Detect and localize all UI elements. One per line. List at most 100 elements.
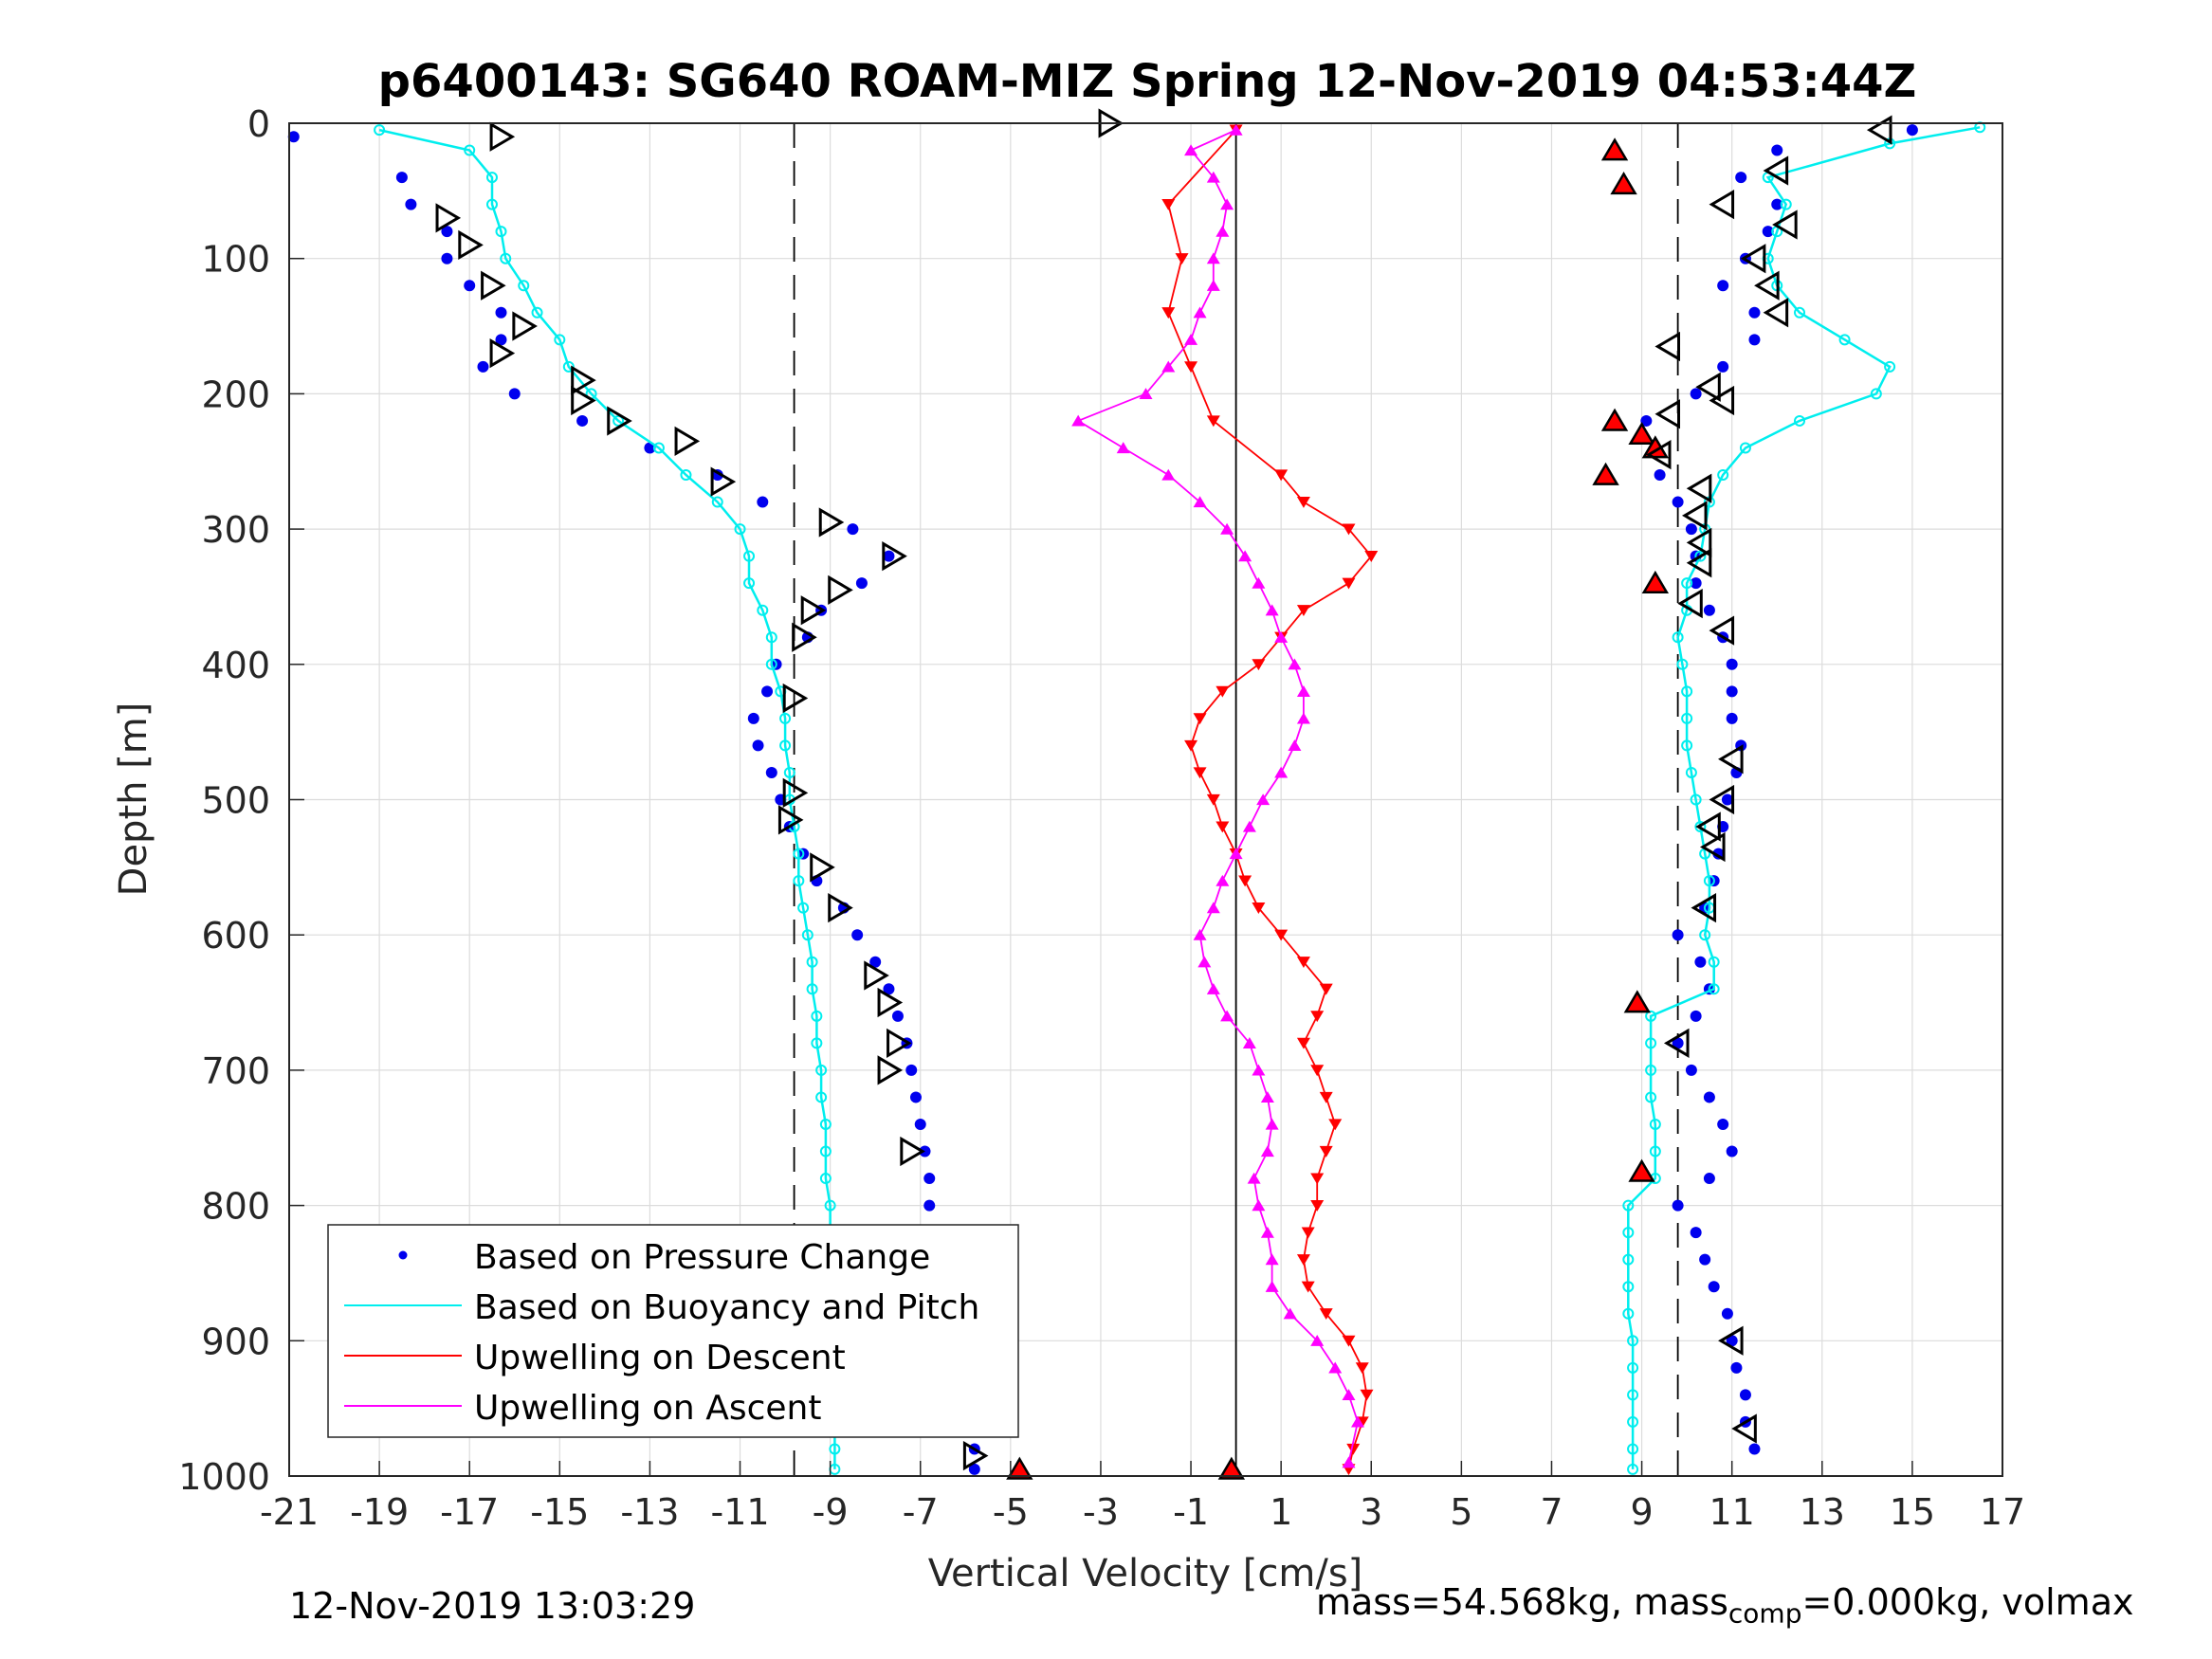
open-triangle-marker bbox=[864, 960, 889, 991]
upwelling-ascent-marker bbox=[1206, 982, 1220, 994]
y-tick-label: 200 bbox=[201, 374, 270, 415]
upwelling-ascent-marker bbox=[1242, 820, 1256, 832]
y-tick-label: 300 bbox=[201, 509, 270, 551]
pressure-change-point bbox=[1762, 226, 1774, 238]
upwelling-descent-marker bbox=[1161, 199, 1176, 210]
buoyancy-pitch-point bbox=[1870, 388, 1882, 400]
pressure-change-point bbox=[1685, 1064, 1697, 1076]
buoyancy-pitch-point bbox=[1884, 360, 1896, 373]
pressure-change-point bbox=[1703, 1091, 1715, 1103]
upwelling-ascent-marker bbox=[1274, 766, 1289, 778]
upwelling-ascent-marker bbox=[1206, 171, 1220, 183]
open-triangle-marker bbox=[1709, 385, 1735, 416]
upwelling-descent-marker bbox=[1301, 1227, 1315, 1239]
red-triangle-marker bbox=[1628, 421, 1655, 446]
upwelling-ascent-marker bbox=[1206, 902, 1220, 914]
upwelling-ascent-marker bbox=[1242, 1037, 1256, 1048]
x-tick-label: -5 bbox=[993, 1491, 1029, 1533]
buoyancy-pitch-point bbox=[1708, 983, 1720, 995]
upwelling-ascent-marker bbox=[1184, 144, 1198, 156]
x-tick-label: 11 bbox=[1709, 1491, 1755, 1533]
buoyancy-pitch-point bbox=[1627, 1463, 1639, 1475]
x-tick-label: -7 bbox=[903, 1491, 939, 1533]
x-axis-ticks: -21 -19 -17 -15 -13 -11 -9 -7 -5 -3 -1 1 3 5 7 9 11 13 15 1… bbox=[260, 1461, 2025, 1533]
buoyancy-pitch-point bbox=[1676, 658, 1689, 670]
buoyancy-pitch-point bbox=[1672, 631, 1684, 644]
pressure-change-point bbox=[287, 131, 300, 143]
buoyancy-pitch-point bbox=[500, 252, 512, 264]
buoyancy-pitch-point bbox=[819, 1118, 832, 1130]
pressure-change-point bbox=[1703, 1173, 1715, 1185]
upwelling-ascent-marker bbox=[1197, 956, 1212, 968]
upwelling-descent-marker bbox=[1161, 307, 1176, 319]
buoyancy-pitch-point bbox=[1690, 793, 1702, 806]
footer-mass-rest: =0.000kg, volmax bbox=[1801, 1581, 2134, 1623]
footer-timestamp: 12-Nov-2019 13:03:29 bbox=[289, 1585, 696, 1627]
y-tick-label: 700 bbox=[201, 1050, 270, 1092]
pressure-change-point bbox=[883, 983, 895, 995]
reference-lines bbox=[793, 123, 1679, 1476]
upwelling-ascent-marker bbox=[1260, 1091, 1274, 1103]
buoyancy-pitch-point bbox=[811, 1010, 823, 1022]
pressure-change-point bbox=[1717, 1118, 1729, 1130]
upwelling-descent-marker bbox=[1342, 577, 1356, 590]
upwelling-descent-marker bbox=[1296, 1037, 1310, 1049]
open-triangle-marker bbox=[1763, 298, 1789, 328]
open-triangle-marker bbox=[782, 683, 809, 714]
pressure-change-point bbox=[1654, 469, 1666, 482]
upwelling-ascent-marker bbox=[1288, 739, 1302, 752]
open-triangle-marker bbox=[818, 507, 845, 538]
buoyancy-pitch-point bbox=[819, 1173, 832, 1185]
upwelling-ascent-marker bbox=[1252, 576, 1266, 589]
upwelling-descent-marker bbox=[1319, 1145, 1333, 1158]
upwelling-ascent-marker bbox=[1288, 658, 1302, 670]
x-axis-label: Vertical Velocity [cm/s] bbox=[928, 1552, 1363, 1595]
buoyancy-pitch-point bbox=[464, 144, 476, 156]
buoyancy-pitch-point bbox=[829, 1443, 841, 1455]
upwelling-ascent-marker bbox=[1256, 793, 1271, 806]
buoyancy-pitch-point bbox=[801, 929, 814, 941]
buoyancy-pitch-point bbox=[1622, 1227, 1635, 1239]
legend-pressure-label: Based on Pressure Change bbox=[474, 1238, 930, 1277]
pressure-change-point bbox=[851, 929, 864, 941]
x-tick-label: -17 bbox=[440, 1491, 499, 1533]
open-triangle-marker bbox=[607, 406, 632, 436]
footer-mass-text: mass=54.568kg, mass bbox=[1316, 1581, 1728, 1623]
buoyancy-pitch-point bbox=[554, 334, 566, 346]
upwelling-descent-marker bbox=[1342, 523, 1356, 536]
upwelling-descent-marker bbox=[1206, 415, 1220, 428]
open-triangle-marker bbox=[481, 270, 506, 301]
pressure-change-point bbox=[905, 1064, 918, 1076]
open-triangle-marker bbox=[1663, 1028, 1690, 1058]
buoyancy-pitch-point bbox=[1622, 1281, 1635, 1293]
buoyancy-pitch-point bbox=[1627, 1389, 1639, 1401]
buoyancy-pitch-point bbox=[1645, 1037, 1657, 1049]
buoyancy-pitch-point bbox=[1649, 1145, 1661, 1158]
buoyancy-pitch-point bbox=[1739, 442, 1751, 454]
open-triangle-marker bbox=[1654, 399, 1681, 429]
buoyancy-pitch-point bbox=[485, 198, 498, 210]
open-triangle-marker bbox=[489, 121, 516, 152]
buoyancy-pitch-point bbox=[711, 496, 723, 508]
upwelling-descent-marker bbox=[1319, 1308, 1333, 1321]
upwelling-descent-marker bbox=[1252, 659, 1266, 671]
red-triangle-marker bbox=[1006, 1456, 1033, 1480]
buoyancy-pitch-point bbox=[1645, 1064, 1657, 1076]
upwelling-descent-marker bbox=[1238, 875, 1252, 887]
y-axis-label: Depth [m] bbox=[112, 702, 155, 897]
buoyancy-pitch-point bbox=[765, 658, 777, 670]
open-triangle-marker bbox=[800, 595, 827, 626]
legend-pressure-marker bbox=[398, 1250, 408, 1260]
upwelling-descent-marker bbox=[1206, 793, 1220, 806]
open-triangle-marker bbox=[1709, 615, 1735, 646]
buoyancy-pitch-point bbox=[1681, 712, 1693, 724]
pressure-change-point bbox=[477, 360, 489, 373]
buoyancy-pitch-point bbox=[1685, 766, 1697, 778]
pressure-change-point bbox=[1703, 604, 1715, 616]
open-triangle-marker bbox=[571, 385, 596, 416]
series-group bbox=[1071, 123, 1364, 1468]
buoyancy-pitch-point bbox=[1681, 739, 1693, 752]
y-tick-label: 800 bbox=[201, 1186, 270, 1228]
pressure-change-point bbox=[1771, 198, 1783, 210]
upwelling-ascent-marker bbox=[1350, 1415, 1364, 1428]
